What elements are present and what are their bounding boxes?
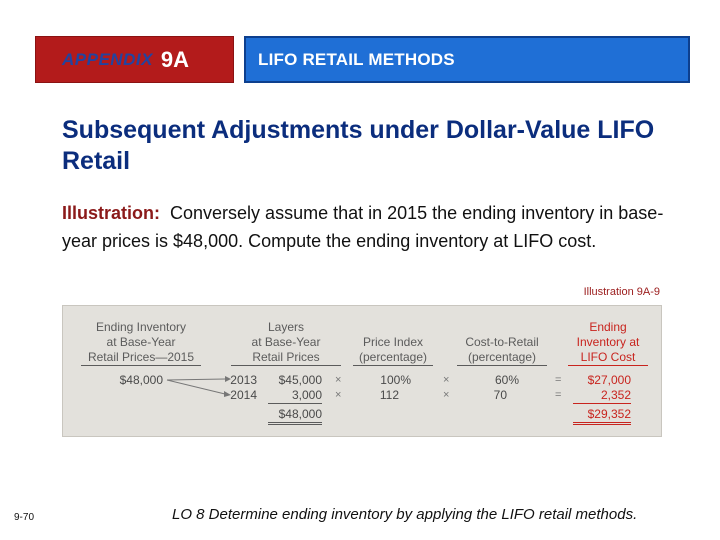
header-ending-inventory: Ending Inventory at Base-Year Retail Pri… xyxy=(81,320,201,366)
ending-inventory-value: $48,000 xyxy=(119,373,163,387)
slide-heading: Subsequent Adjustments under Dollar-Valu… xyxy=(62,116,655,175)
section-title: LIFO RETAIL METHODS xyxy=(258,49,455,69)
row-layer: $45,000 xyxy=(278,373,322,387)
appendix-banner: APPENDIX 9A xyxy=(35,36,234,83)
times-symbol: × xyxy=(335,374,342,386)
header-line: Cost-to-Retail xyxy=(465,335,539,349)
header-line: Ending Inventory xyxy=(95,320,187,334)
lifo-total: $29,352 xyxy=(573,407,631,425)
header-line: Price Index xyxy=(362,335,424,349)
header-line: Retail Prices xyxy=(231,350,341,366)
row-ratio: 70 xyxy=(493,388,507,402)
header-ending-lifo-cost: Ending Inventory at LIFO Cost xyxy=(568,320,648,366)
row-lifo: 2,352 xyxy=(573,388,631,404)
row-year: 2013 xyxy=(230,373,257,387)
row-year: 2014 xyxy=(230,388,257,402)
illustration-reference: Illustration 9A-9 xyxy=(583,286,660,298)
page-number: 9-70 xyxy=(14,512,35,523)
appendix-word: APPENDIX xyxy=(62,49,153,69)
row-ratio: 60% xyxy=(494,373,519,387)
header-line: at Base-Year xyxy=(251,335,321,349)
times-symbol: × xyxy=(443,389,450,401)
times-symbol: × xyxy=(335,389,342,401)
row-index: 100% xyxy=(380,373,411,387)
header-line: (percentage) xyxy=(457,350,547,366)
header-line: LIFO Cost xyxy=(568,350,648,366)
header-cost-to-retail: Cost-to-Retail (percentage) xyxy=(457,335,547,366)
row-index: 112 xyxy=(379,388,399,402)
illustration-paragraph: Illustration: Conversely assume that in … xyxy=(62,199,692,255)
header-layers: Layers at Base-Year Retail Prices xyxy=(231,320,341,366)
header-line: Inventory at xyxy=(576,335,640,349)
arrow-head-2013 xyxy=(225,376,231,382)
arrow-head-2014 xyxy=(224,391,231,397)
illustration-table: Ending Inventory at Base-Year Retail Pri… xyxy=(62,305,662,437)
header-line: Retail Prices—2015 xyxy=(81,350,201,366)
header-line: (percentage) xyxy=(353,350,433,366)
arrow-line-2013 xyxy=(166,378,226,381)
illustration-lead: Illustration: xyxy=(62,203,160,223)
allocation-arrows xyxy=(166,376,231,397)
header-line: Ending xyxy=(589,320,627,334)
header-line: at Base-Year xyxy=(106,335,176,349)
row-layer: 3,000 xyxy=(268,388,322,404)
header-line: Layers xyxy=(267,320,305,334)
equals-symbol: = xyxy=(555,389,562,401)
section-title-banner: LIFO RETAIL METHODS xyxy=(244,36,690,83)
equals-symbol: = xyxy=(555,374,562,386)
appendix-number: 9A xyxy=(160,46,190,72)
row-lifo: $27,000 xyxy=(587,373,631,387)
layer-total: $48,000 xyxy=(268,407,322,425)
header-price-index: Price Index (percentage) xyxy=(353,335,433,366)
arrow-line-2014 xyxy=(166,379,226,395)
learning-objective: LO 8 Determine ending inventory by apply… xyxy=(172,506,638,523)
times-symbol: × xyxy=(443,374,450,386)
illustration-text: Conversely assume that in 2015 the endin… xyxy=(62,203,664,251)
